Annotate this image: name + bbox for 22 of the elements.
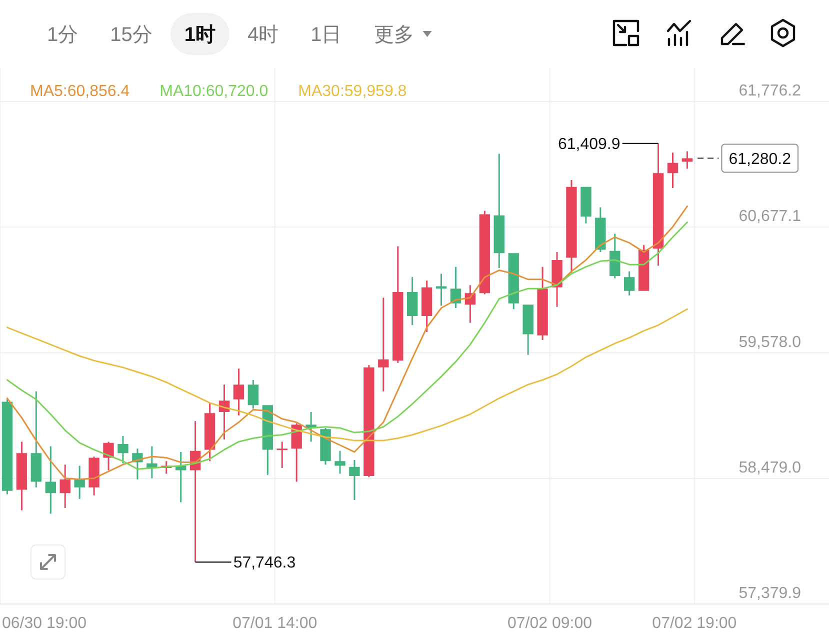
y-tick-label: 59,578.0 xyxy=(738,334,801,351)
annotation: 57,746.3 xyxy=(233,554,296,572)
note: 61,409.9 xyxy=(558,136,658,153)
x-tick-label: 06/30 19:00 xyxy=(2,615,87,632)
y-tick-label: 61,776.2 xyxy=(738,82,801,100)
note: 57,746.3 xyxy=(195,554,296,572)
x-tick-label: 07/02 19:00 xyxy=(652,615,737,632)
tab-label: 1日 xyxy=(310,24,342,46)
tab-label: 4时 xyxy=(248,24,279,46)
annotation: 61,409.9 xyxy=(558,136,620,153)
y-tick-label: 57,379.9 xyxy=(738,585,801,602)
tab-label: 更多 xyxy=(374,24,414,46)
legend-item: MA5:60,856.4 xyxy=(30,83,130,100)
x-tick-label: 07/02 09:00 xyxy=(508,615,592,632)
y-tick-label: 60,677.1 xyxy=(738,208,801,226)
legend-item: MA30:59,959.8 xyxy=(298,83,407,100)
tab-label: 15分 xyxy=(110,24,152,46)
ref-line-label: 61,280.2 xyxy=(728,150,791,168)
legend-item: MA10:60,720.0 xyxy=(160,83,268,100)
tab-label: 1分 xyxy=(47,24,78,46)
x-tick-label: 07/01 14:00 xyxy=(232,615,318,632)
y-tick-label: 58,479.0 xyxy=(738,459,801,476)
